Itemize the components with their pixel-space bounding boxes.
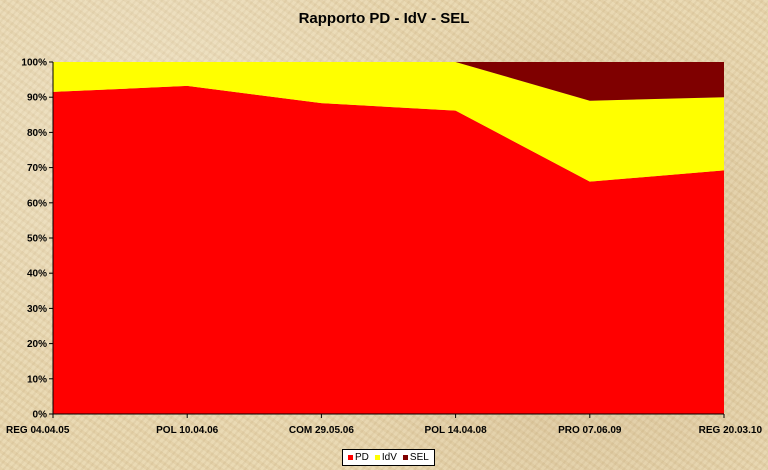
legend-item-idv: IdV bbox=[374, 452, 397, 463]
legend-item-pd: PD bbox=[348, 452, 369, 463]
y-tick-label: 50% bbox=[27, 234, 47, 245]
x-tick-label: REG 20.03.10 bbox=[699, 425, 763, 436]
legend-swatch bbox=[374, 455, 380, 460]
x-tick-label: REG 04.04.05 bbox=[6, 425, 70, 436]
y-tick-label: 80% bbox=[27, 128, 47, 139]
y-tick-label: 30% bbox=[27, 304, 47, 315]
y-tick-label: 60% bbox=[27, 198, 47, 209]
y-tick-label: 40% bbox=[27, 269, 47, 280]
legend-label: IdV bbox=[381, 452, 397, 463]
x-tick-label: COM 29.05.06 bbox=[289, 425, 354, 436]
y-tick-label: 0% bbox=[33, 410, 48, 421]
y-tick-labels: 0% 10% 20% 30% 40% 50% 60% 70% 80% 90% 100% bbox=[21, 58, 47, 421]
legend-label: SEL bbox=[409, 452, 429, 463]
y-tick-label: 10% bbox=[27, 374, 47, 385]
x-tick-label: POL 10.04.06 bbox=[156, 425, 219, 436]
legend-label: PD bbox=[355, 452, 369, 463]
x-tick-label: PRO 07.06.09 bbox=[558, 425, 622, 436]
y-tick-label: 100% bbox=[21, 58, 47, 69]
y-tick-label: 70% bbox=[27, 163, 47, 174]
area-sel bbox=[53, 62, 724, 101]
x-tick-labels: REG 04.04.05 POL 10.04.06 COM 29.05.06 POL … bbox=[6, 425, 762, 436]
legend: PD IdV SEL bbox=[342, 449, 435, 466]
series-areas bbox=[53, 62, 724, 414]
area-pd bbox=[53, 85, 724, 414]
area-idv bbox=[53, 62, 724, 182]
legend-item-sel: SEL bbox=[402, 452, 429, 463]
legend-swatch bbox=[348, 455, 353, 460]
y-tick-label: 90% bbox=[27, 93, 47, 104]
chart-title: Rapporto PD - IdV - SEL bbox=[298, 10, 470, 27]
y-tick-label: 20% bbox=[27, 339, 47, 350]
axes bbox=[49, 61, 725, 418]
legend-swatch bbox=[402, 455, 408, 460]
x-tick-label: POL 14.04.08 bbox=[425, 425, 488, 436]
